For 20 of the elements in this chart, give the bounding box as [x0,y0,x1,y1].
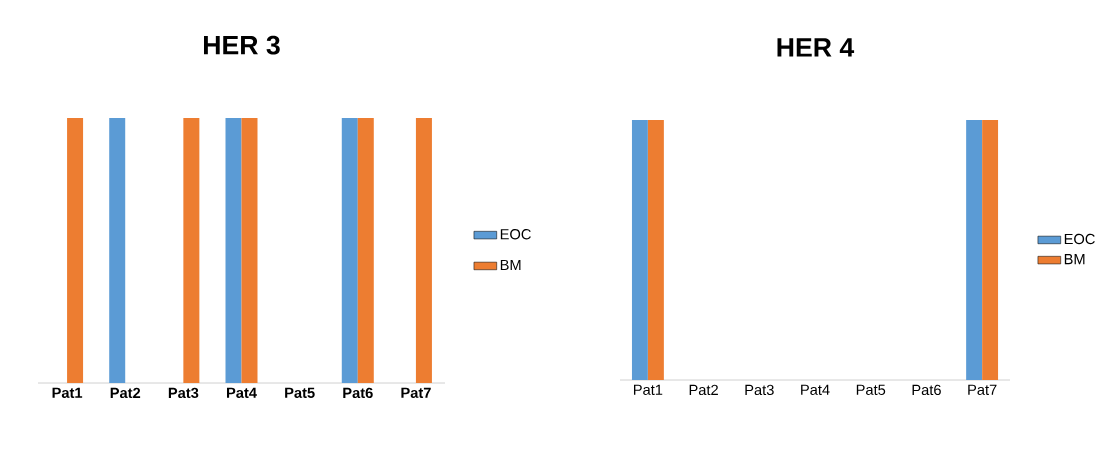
chart-title: HER 3 [204,35,280,55]
x-tick-label: Pat7 [968,384,997,395]
x-tick-label: Pat4 [801,384,830,395]
x-tick-label: Pat1 [52,387,83,398]
x-tick-label: Pat7 [401,387,431,398]
chart-title: HER 4 [777,38,855,57]
x-tick-label: Pat5 [285,387,315,398]
legend-label: BM [1064,254,1085,265]
x-tick-label: Pat3 [745,384,774,396]
x-tick-label: Pat4 [226,387,257,398]
x-tick-label: Pat1 [633,384,663,395]
x-tick-label: Pat6 [343,387,373,399]
legend-label: EOC [1064,233,1095,245]
legend-label: EOC [500,229,531,240]
x-tick-label: Pat5 [856,384,886,395]
x-tick-label: Pat2 [689,384,718,396]
x-tick-label: Pat6 [912,384,941,396]
legend-label: BM [500,259,521,270]
x-tick-label: Pat2 [110,387,141,399]
x-tick-label: Pat3 [168,387,199,399]
